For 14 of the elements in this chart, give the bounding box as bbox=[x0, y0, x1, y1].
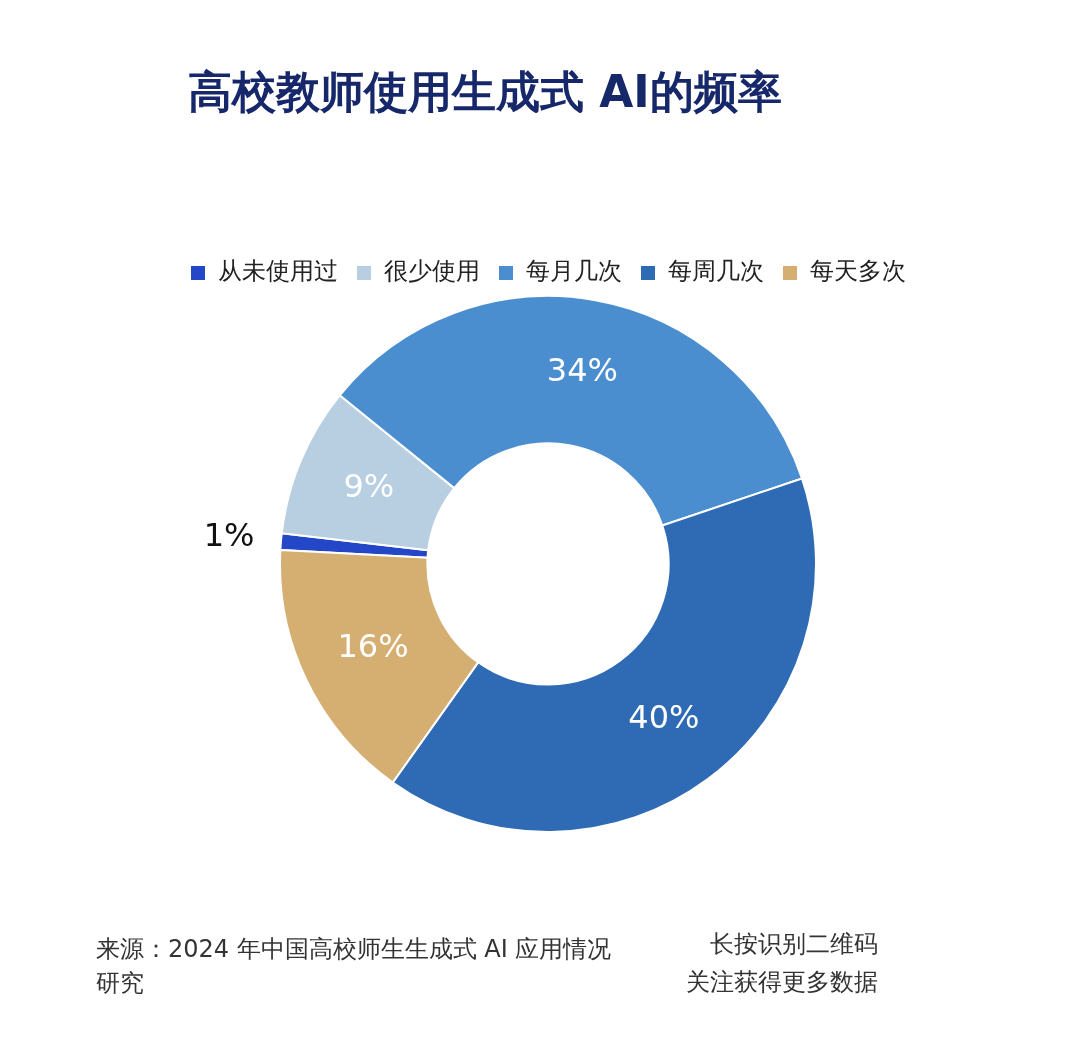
chart-title: 高校教师使用生成式 AI的频率 bbox=[188, 65, 782, 119]
legend-label: 很少使用 bbox=[384, 257, 480, 286]
legend-label: 从未使用过 bbox=[218, 257, 338, 286]
data-label: 16% bbox=[337, 626, 409, 665]
text: 长按识别二维码 bbox=[709, 929, 878, 960]
data-label: 9% bbox=[343, 467, 395, 506]
data-label: 34% bbox=[546, 351, 618, 390]
data-label: 1% bbox=[203, 515, 255, 554]
legend-label: 每周几次 bbox=[668, 257, 764, 286]
legend-label: 每天多次 bbox=[810, 257, 906, 286]
legend-label: 每月几次 bbox=[526, 257, 622, 286]
source-note: 来源：2024 年中国高校师生生成式 AI 应用情况研究 bbox=[96, 934, 613, 999]
text: 关注获得更多数据 bbox=[685, 967, 878, 998]
data-label: 40% bbox=[628, 698, 700, 737]
